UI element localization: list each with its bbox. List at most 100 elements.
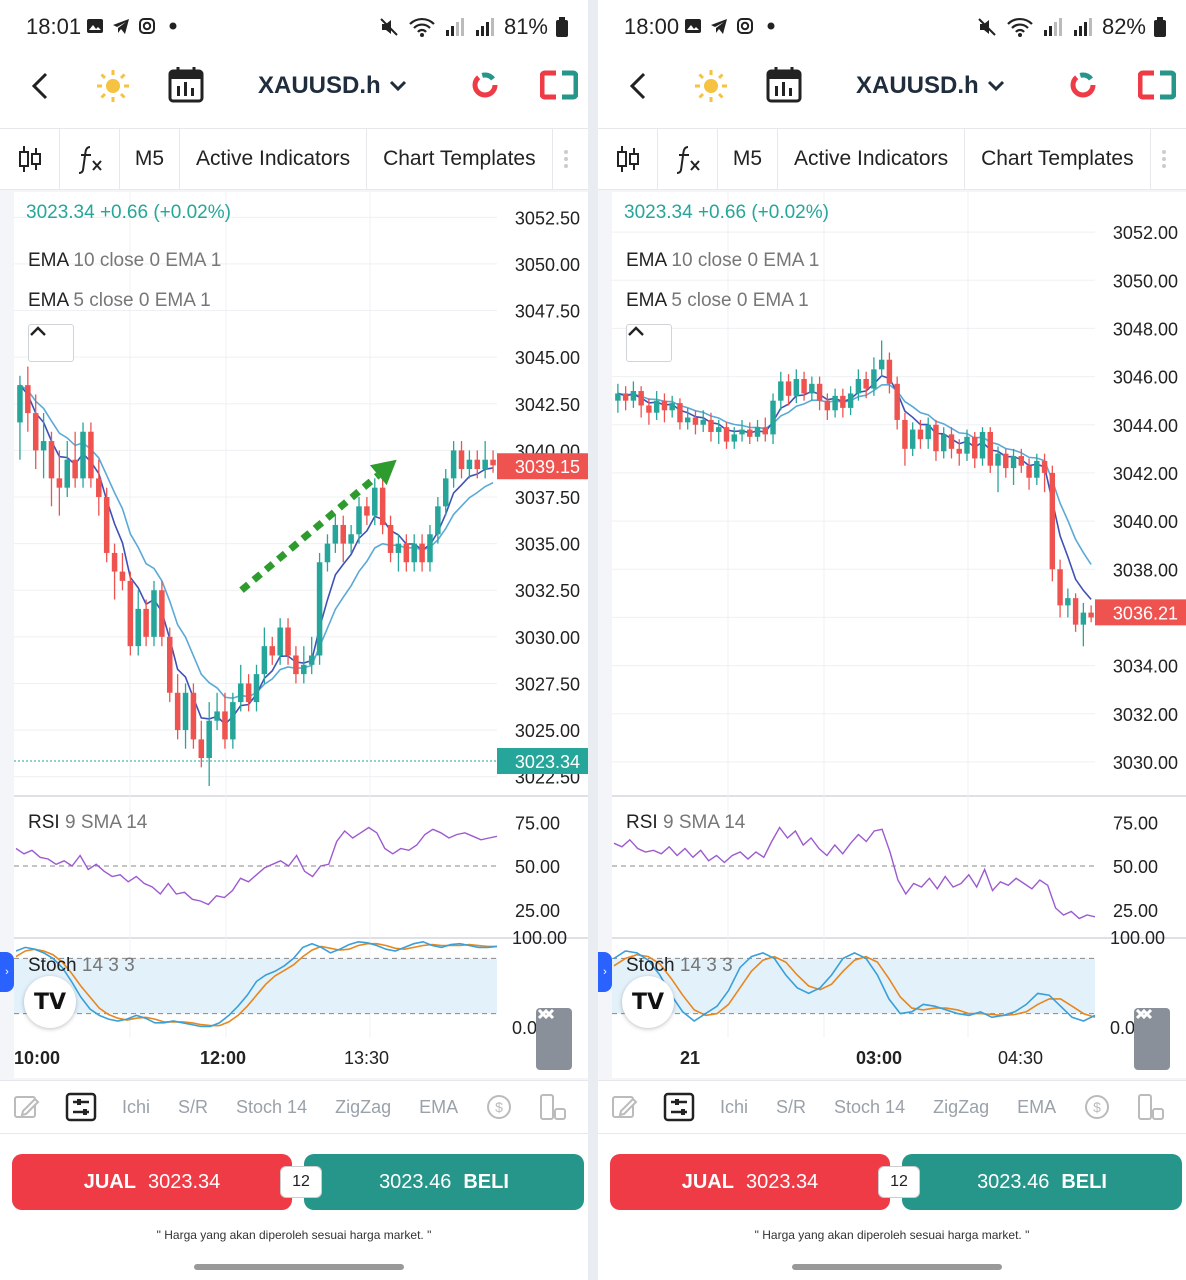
scroll-pane-button[interactable] [1134, 1008, 1170, 1070]
phone-screen-left: 18:01 81% XAUUSD.h [0, 0, 588, 1280]
stoch-legend[interactable]: Stoch 14 3 3 [626, 955, 733, 977]
indicator-chip-ema[interactable]: EMA [419, 1096, 459, 1117]
indicators-button[interactable] [60, 129, 120, 189]
candle-body [167, 636, 173, 693]
indicator-settings-button[interactable] [54, 1092, 108, 1122]
candle [832, 388, 838, 418]
ema5-legend[interactable]: EMA 5 close 0 EMA 1 [28, 290, 211, 312]
draw-tool-button[interactable] [0, 1092, 54, 1122]
chart-templates-button[interactable]: Chart Templates [367, 129, 553, 189]
ema10-params: 10 close 0 EMA 1 [73, 250, 222, 271]
tradingview-logo-icon[interactable]: TV [622, 976, 674, 1028]
more-tools-button[interactable] [1151, 129, 1177, 189]
calendar-icon[interactable] [168, 66, 204, 104]
ema10-legend[interactable]: EMA 10 close 0 EMA 1 [28, 250, 221, 272]
candle [48, 431, 55, 507]
candle [863, 371, 869, 399]
chart-background [14, 192, 588, 1078]
price-chart[interactable]: 3052.503050.003047.503045.003042.503040.… [0, 190, 588, 1080]
indicator-chip-sr[interactable]: S/R [178, 1096, 209, 1117]
draw-tool-button[interactable] [598, 1092, 652, 1122]
more-tools-button[interactable] [553, 129, 579, 189]
sell-button[interactable]: JUAL 3023.34 [12, 1154, 292, 1210]
candle [32, 394, 39, 470]
indicator-chip-sr[interactable]: S/R [776, 1096, 807, 1117]
candle [615, 383, 621, 413]
timeframe-button[interactable]: M5 [120, 129, 180, 189]
chevron-up-icon [537, 1008, 555, 1020]
chart-templates-button[interactable]: Chart Templates [965, 129, 1151, 189]
indicators-button[interactable] [658, 129, 718, 189]
broker-logo-icon[interactable] [1138, 70, 1176, 100]
mute-icon [380, 18, 398, 36]
home-indicator[interactable] [792, 1264, 1002, 1270]
calendar-icon[interactable] [766, 66, 802, 104]
refresh-button[interactable]: $ [1070, 1092, 1124, 1122]
collapse-legend-button[interactable] [626, 324, 672, 362]
indicator-chip-ema[interactable]: EMA [1017, 1096, 1057, 1117]
indicator-chip-ichi[interactable]: Ichi [122, 1096, 151, 1117]
rsi-legend[interactable]: RSI 9 SMA 14 [28, 812, 147, 834]
timeframe-button[interactable]: M5 [718, 129, 778, 189]
status-bar: 18:00 82% [598, 0, 1186, 52]
indicator-chip-stoch[interactable]: Stoch 14 [834, 1096, 906, 1117]
candle [308, 636, 315, 675]
indicator-chip-stoch[interactable]: Stoch 14 [236, 1096, 308, 1117]
back-arrow-icon[interactable] [624, 68, 654, 104]
app-bar: XAUUSD.h [0, 52, 588, 124]
candle [653, 391, 660, 420]
price-chart[interactable]: 3052.00 3050.00 3048.00 3046.00 3044.00 3042.… [598, 190, 1186, 1080]
active-indicators-button[interactable]: Active Indicators [180, 129, 368, 189]
chart-area[interactable]: 3052.00 3050.00 3048.00 3046.00 3044.00 3042.… [598, 190, 1186, 1080]
broker-logo-icon[interactable] [540, 70, 578, 100]
chevron-up-icon [628, 326, 644, 336]
sell-button[interactable]: JUAL 3023.34 [610, 1154, 890, 1210]
ema5-legend[interactable]: EMA 5 close 0 EMA 1 [626, 290, 809, 312]
layout-button[interactable] [1124, 1092, 1178, 1122]
refresh-button[interactable]: $ [472, 1092, 526, 1122]
candle-body [17, 385, 23, 423]
rsi-legend[interactable]: RSI 9 SMA 14 [626, 812, 745, 834]
market-status-icon[interactable] [470, 70, 500, 100]
candle-body [1026, 465, 1032, 478]
buy-button[interactable]: 3023.46 BELI [304, 1154, 584, 1210]
tradingview-logo-icon[interactable]: TV [24, 976, 76, 1028]
collapse-legend-button[interactable] [28, 324, 74, 362]
back-arrow-icon[interactable] [26, 68, 56, 104]
indicator-chip-zigzag[interactable]: ZigZag [335, 1096, 392, 1117]
stoch-legend[interactable]: Stoch 14 3 3 [28, 955, 135, 977]
indicator-settings-button[interactable] [652, 1092, 706, 1122]
candle [301, 646, 307, 684]
chart-area[interactable]: 3052.50 3050.00 3047.50 3045.00 3042.50 3040.… [0, 190, 588, 1080]
sun-icon[interactable] [694, 69, 728, 103]
side-panel-toggle[interactable]: › [0, 952, 14, 992]
candle [638, 386, 644, 418]
indicator-chip-ichi[interactable]: Ichi [720, 1096, 749, 1117]
candle-body [801, 378, 807, 394]
market-status-icon[interactable] [1068, 70, 1098, 100]
candle [1088, 605, 1094, 623]
status-right: 82% [976, 14, 1166, 40]
active-indicators-button[interactable]: Active Indicators [778, 129, 966, 189]
side-panel-toggle[interactable]: › [598, 952, 612, 992]
candle-body [379, 487, 386, 525]
chart-type-button[interactable] [598, 129, 658, 189]
candle [1057, 559, 1063, 618]
sun-icon[interactable] [96, 69, 130, 103]
symbol-selector[interactable]: XAUUSD.h [258, 72, 407, 100]
chevron-down-icon [1135, 1008, 1153, 1020]
price-tick-label: 3052.00 [1113, 223, 1178, 243]
candle-body [32, 413, 39, 451]
layout-button[interactable] [526, 1092, 580, 1122]
candle [332, 515, 339, 553]
scroll-pane-button[interactable] [536, 1008, 572, 1070]
indicator-chip-zigzag[interactable]: ZigZag [933, 1096, 990, 1117]
price-tick-label: 3027.50 [515, 674, 580, 694]
home-indicator[interactable] [194, 1264, 404, 1270]
buy-button[interactable]: 3023.46 BELI [902, 1154, 1182, 1210]
symbol-selector[interactable]: XAUUSD.h [856, 72, 1005, 100]
ema10-legend[interactable]: EMA 10 close 0 EMA 1 [626, 250, 819, 272]
candle-body [135, 608, 141, 647]
chart-type-button[interactable] [0, 129, 60, 189]
last-price-label: 3039.15 [515, 457, 580, 477]
